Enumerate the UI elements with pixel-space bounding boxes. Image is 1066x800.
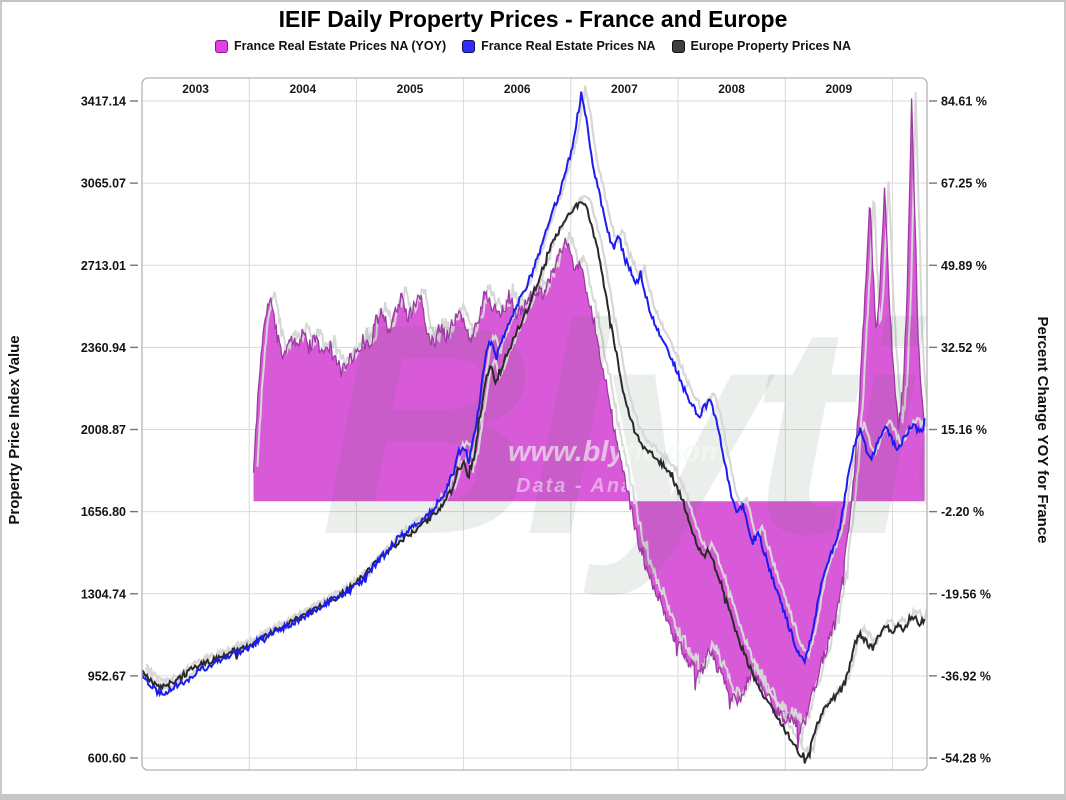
right-axis-title: Percent Change YOY for France [1034, 316, 1051, 544]
year-label: 2004 [289, 82, 316, 96]
right-axis-tick-label: -54.28 % [941, 752, 991, 766]
right-axis-tick-label: 84.61 % [941, 95, 987, 109]
legend-swatch-icon [215, 39, 228, 53]
right-axis-tick-label: 67.25 % [941, 177, 987, 191]
year-label: 2008 [718, 82, 745, 96]
legend-item-label: Europe Property Prices NA [690, 39, 851, 53]
top-frame-edge [0, 0, 1066, 2]
legend-item-label: France Real Estate Prices NA (YOY) [234, 39, 447, 53]
right-axis-tick-label: -36.92 % [941, 669, 991, 683]
bottom-frame-bar [0, 794, 1066, 800]
legend-item-label: France Real Estate Prices NA [481, 39, 656, 53]
chart-title: IEIF Daily Property Prices - France and … [278, 6, 788, 32]
series-area-france-yoy [253, 98, 925, 749]
plot-border [141, 77, 928, 771]
series-line-europe-index [142, 201, 926, 764]
left-axis-tick-label: 952.67 [88, 669, 126, 683]
series-line-france-index [142, 91, 926, 698]
year-label: 2006 [504, 82, 531, 96]
left-axis-tick-label: 2360.94 [81, 341, 126, 355]
left-axis-tick-label: 2713.01 [81, 259, 126, 273]
right-axis-tick-label: 49.89 % [941, 259, 987, 273]
right-axis-tick-label: -19.56 % [941, 587, 991, 601]
year-label: 2007 [611, 82, 638, 96]
watermark-brand: Blytic [320, 261, 1066, 599]
right-axis-tick-label: -2.20 % [941, 505, 984, 519]
watermark-tagline: Data - Analysis - [516, 475, 705, 497]
legend-item-france-index[interactable]: France Real Estate Prices NA [462, 39, 656, 53]
year-label: 2009 [825, 82, 852, 96]
year-label: 2003 [182, 82, 209, 96]
left-axis-tick-label: 600.60 [88, 752, 126, 766]
right-axis-tick-label: 15.16 % [941, 423, 987, 437]
right-axis-tick-label: 32.52 % [941, 341, 987, 355]
left-axis-tick-label: 1304.74 [81, 587, 126, 601]
left-axis-tick-label: 1656.80 [81, 505, 126, 519]
legend-item-europe-index[interactable]: Europe Property Prices NA [671, 39, 851, 53]
left-axis-tick-label: 2008.87 [81, 423, 126, 437]
series-outline-france-yoy [252, 98, 926, 749]
year-label: 2005 [397, 82, 424, 96]
legend-swatch-icon [671, 39, 685, 53]
legend-item-france-yoy[interactable]: France Real Estate Prices NA (YOY) [215, 39, 446, 53]
left-axis-tick-label: 3065.07 [81, 177, 126, 191]
left-axis-tick-label: 3417.14 [81, 95, 126, 109]
legend-swatch-icon [462, 39, 476, 53]
legend: France Real Estate Prices NA (YOY) Franc… [0, 39, 1066, 53]
